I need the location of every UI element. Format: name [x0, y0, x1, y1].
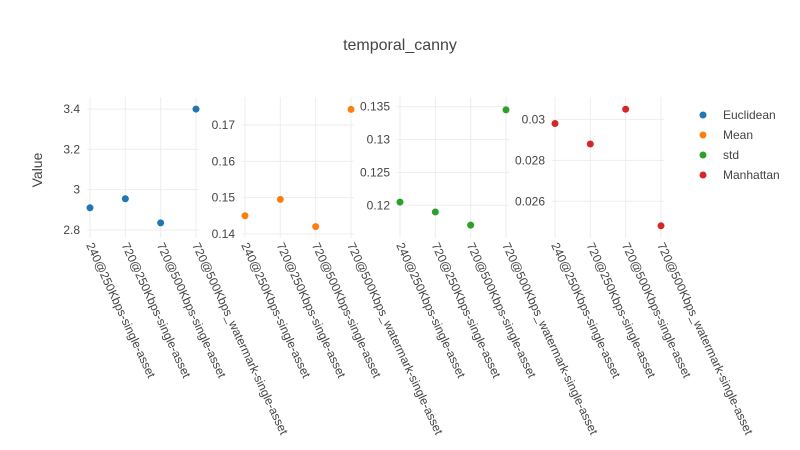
legend-label: Mean [723, 128, 753, 142]
data-point-mean[interactable] [347, 105, 355, 113]
data-point-mean[interactable] [312, 223, 320, 231]
y-tick-label: 0.135 [360, 100, 390, 114]
data-point-std[interactable] [467, 221, 475, 229]
legend-marker [699, 171, 707, 179]
x-tick-label: 240@250Kbps-single-asset [83, 240, 158, 380]
legend-label: Manhattan [723, 168, 780, 182]
legend-item-mean[interactable]: Mean [699, 128, 754, 142]
data-point-mean[interactable] [241, 212, 249, 220]
subplot-panels: 2.833.23.4240@250Kbps-single-asset720@25… [63, 97, 756, 437]
x-tick-label: 720@250Kbps-single-asset [119, 240, 194, 380]
legend-item-manhattan[interactable]: Manhattan [699, 168, 780, 182]
chart-title: temporal_canny [343, 37, 457, 54]
data-point-mean[interactable] [276, 195, 284, 203]
legend-label: Euclidean [723, 108, 776, 122]
legend-marker [699, 111, 707, 119]
data-point-manhattan[interactable] [622, 105, 630, 113]
y-tick-label: 0.12 [367, 198, 391, 212]
x-tick-label: 720@500Kbps-single-asset [309, 240, 384, 380]
data-point-manhattan[interactable] [657, 222, 665, 230]
x-tick-label: 720@250Kbps-single-asset [274, 240, 349, 380]
y-tick-label: 0.16 [212, 154, 236, 168]
data-point-euclidean[interactable] [157, 219, 165, 227]
y-tick-label: 2.8 [63, 223, 80, 237]
y-tick-label: 0.026 [515, 194, 545, 208]
data-point-std[interactable] [431, 208, 439, 216]
y-tick-label: 3.4 [63, 102, 80, 116]
legend-label: std [723, 148, 739, 162]
y-axis-label: Value [29, 152, 45, 187]
x-tick-label: 720@250Kbps-single-asset [429, 240, 504, 380]
subplot-manhattan: 0.0260.0280.03240@250Kbps-single-asset72… [515, 97, 756, 437]
x-tick-label: 720@500Kbps-single-asset [154, 240, 229, 380]
legend-item-std[interactable]: std [699, 148, 740, 162]
x-tick-label: 720@500Kbps-single-asset [619, 240, 694, 380]
data-point-manhattan[interactable] [551, 120, 559, 128]
data-point-std[interactable] [502, 106, 510, 114]
data-point-manhattan[interactable] [586, 140, 594, 148]
data-point-euclidean[interactable] [192, 105, 200, 113]
y-tick-label: 0.028 [515, 153, 545, 167]
data-point-euclidean[interactable] [121, 195, 129, 203]
x-tick-label: 720@250Kbps-single-asset [584, 240, 659, 380]
y-tick-label: 0.15 [212, 191, 236, 205]
data-point-std[interactable] [396, 198, 404, 206]
y-tick-label: 0.14 [212, 227, 236, 241]
legend[interactable]: Euclidean Mean std Manhattan [699, 108, 780, 182]
legend-marker [699, 131, 707, 139]
y-tick-label: 0.17 [212, 118, 236, 132]
y-tick-label: 0.13 [367, 133, 391, 147]
y-tick-label: 3.2 [63, 142, 80, 156]
y-tick-label: 0.125 [360, 165, 390, 179]
legend-item-euclidean[interactable]: Euclidean [699, 108, 776, 122]
data-point-euclidean[interactable] [86, 204, 94, 212]
y-tick-label: 0.03 [522, 112, 546, 126]
y-tick-label: 3 [73, 183, 80, 197]
x-tick-label: 720@500Kbps-single-asset [464, 240, 539, 380]
legend-marker [699, 151, 707, 159]
